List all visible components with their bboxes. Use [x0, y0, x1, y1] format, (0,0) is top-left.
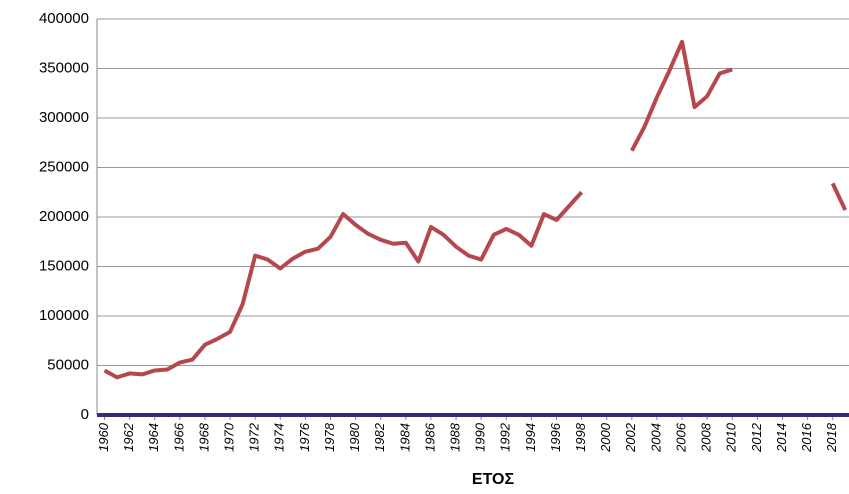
- x-tick-label: 1988: [447, 422, 462, 452]
- x-tick-label: 1984: [397, 423, 412, 452]
- x-tick-label: 1996: [548, 422, 563, 452]
- x-tick-label: 1994: [523, 423, 538, 452]
- x-tick-label: 1972: [247, 422, 262, 452]
- x-axis-title: ΕΤΟΣ: [472, 471, 515, 488]
- x-tick-label: 1968: [196, 422, 211, 452]
- y-tick-label: 300000: [39, 109, 89, 126]
- x-tick-label: 2006: [673, 422, 688, 453]
- x-tick-label: 1982: [372, 422, 387, 452]
- x-tick-label: 2014: [774, 423, 789, 453]
- x-tick-label: 2012: [749, 422, 764, 453]
- y-tick-label: 50000: [47, 356, 89, 373]
- x-tick-label: 2016: [799, 422, 814, 453]
- line-series: [830, 182, 848, 211]
- x-tick-label: 1990: [473, 422, 488, 452]
- x-tick-label: 2004: [648, 423, 663, 453]
- x-tick-label: 1980: [347, 422, 362, 452]
- x-tick-label: 1960: [96, 422, 111, 452]
- x-tick-label: 2018: [824, 422, 839, 453]
- x-tick-label: 1986: [422, 422, 437, 452]
- x-tick-label: 1976: [297, 422, 312, 452]
- x-tick-label: 1962: [121, 422, 136, 452]
- y-tick-label: 0: [81, 406, 89, 423]
- x-tick-label: 1992: [498, 422, 513, 452]
- y-tick-label: 400000: [39, 10, 89, 27]
- y-tick-label: 100000: [39, 307, 89, 324]
- line-series: [630, 39, 733, 152]
- y-tick-label: 200000: [39, 208, 89, 225]
- y-tick-label: 250000: [39, 158, 89, 175]
- x-tick-label: 1970: [222, 422, 237, 452]
- x-tick-label: 1966: [171, 422, 186, 452]
- x-tick-label: 2002: [623, 422, 638, 453]
- x-tick-label: 2000: [598, 422, 613, 453]
- x-tick-label: 1964: [146, 423, 161, 452]
- y-tick-label: 350000: [39, 59, 89, 76]
- line-series: [103, 190, 584, 380]
- x-tick-label: 1974: [272, 423, 287, 452]
- x-tick-label: 2010: [724, 422, 739, 453]
- x-tick-label: 1978: [322, 422, 337, 452]
- x-tick-label: 2008: [699, 422, 714, 453]
- x-tick-label: 1998: [573, 422, 588, 452]
- y-tick-label: 150000: [39, 257, 89, 274]
